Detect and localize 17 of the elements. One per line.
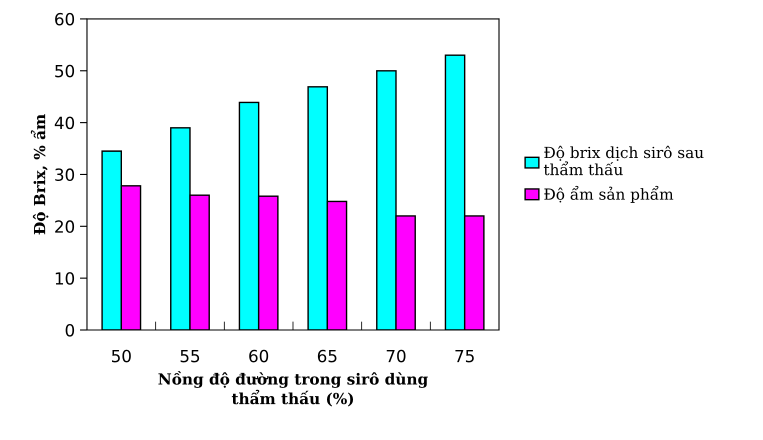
x-tick-label: 55 [180,350,200,362]
y-tick-label: 50 [55,64,74,78]
y-tick-label: 40 [54,116,74,130]
y-tick-label: 30 [55,168,74,182]
x-tick-label: 65 [318,350,336,362]
x-tick-label: 70 [386,350,406,362]
y-tick-label: 20 [55,220,74,233]
legend-label: Độ brix dịch sirô sau thẩm thấu [544,146,704,176]
y-axis-title: Độ Brix, % ẩm [30,114,48,234]
x-axis-title: Nồng độ đường trong sirô dùng thẩm thấu (%) [158,371,428,406]
legend-label: Độ ẩm sản phẩm [544,186,674,203]
y-tick-label: 60 [55,12,74,26]
y-tick-label: 10 [56,272,74,285]
y-tick-label: 0 [66,324,74,337]
x-tick-label: 75 [455,350,474,362]
x-tick-label: 60 [249,350,268,362]
x-tick-label: 50 [112,350,131,362]
